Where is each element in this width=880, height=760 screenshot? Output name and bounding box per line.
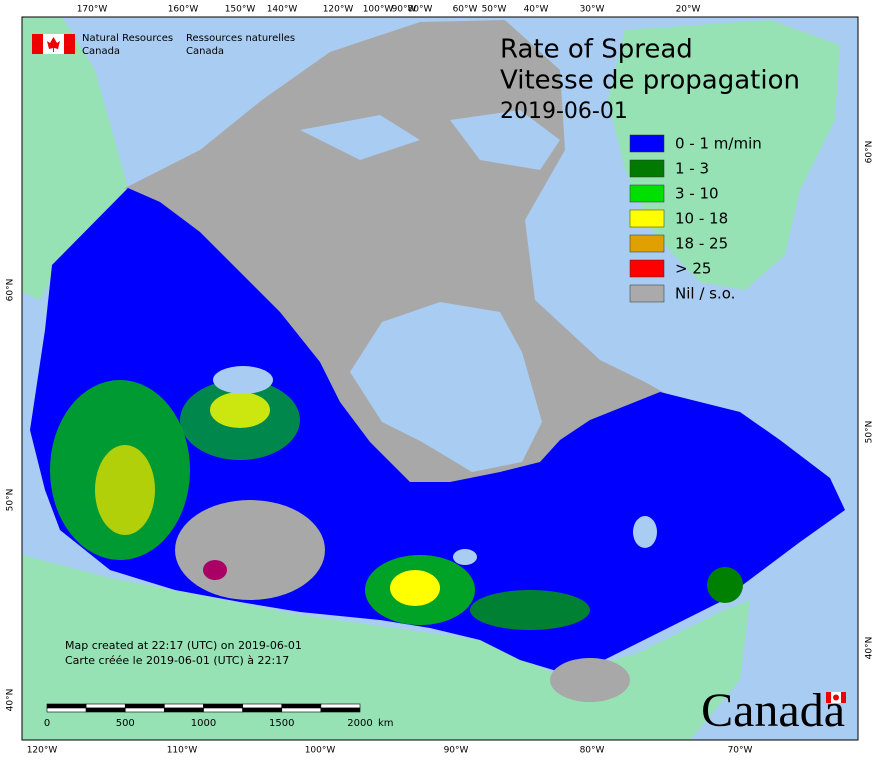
scale-label: 2000 — [347, 718, 372, 729]
graticule-labels: 170°W 160°W 150°W 140°W 120°W 100°W90°W80°W 60… — [6, 5, 875, 756]
legend-label: 1 - 3 — [675, 160, 709, 178]
legend-label: 3 - 10 — [675, 185, 719, 203]
legend-swatch — [629, 159, 665, 178]
greenland — [608, 20, 840, 290]
scale-label: 0 — [44, 718, 50, 729]
scale-segment — [320, 707, 361, 713]
wordmark-flag — [826, 692, 846, 703]
patch — [203, 560, 227, 580]
agency-en: Natural Resources — [82, 33, 173, 44]
title: Vitesse de propagation — [500, 66, 800, 96]
title: Rate of Spread — [500, 35, 693, 65]
legend: 0 - 1 m/min 1 - 3 3 - 10 10 - 18 18 - 25 > 25… — [629, 134, 762, 303]
longitude-label: 80°W — [408, 5, 433, 15]
patch — [707, 567, 743, 603]
longitude-label: 110°W — [167, 746, 198, 756]
longitude-label: 120°W — [323, 5, 354, 15]
note: Map created at 22:17 (UTC) on 2019-06-01 — [65, 639, 302, 652]
scale-segment — [242, 703, 283, 709]
legend-label: 18 - 25 — [675, 235, 728, 253]
latitude-label: 60°N — [6, 279, 16, 302]
legend-swatch — [629, 259, 665, 278]
patch — [550, 658, 630, 702]
legend-swatch — [629, 209, 665, 228]
scale-segment — [46, 703, 87, 709]
scale-unit: km — [378, 718, 394, 729]
channel — [300, 115, 420, 160]
longitude-label: 80°W — [580, 746, 605, 756]
scale-segment — [85, 703, 126, 709]
alaska — [22, 17, 128, 300]
scale-segment — [242, 707, 283, 713]
map-frame — [21, 16, 859, 741]
longitude-label: 60°W — [453, 5, 478, 15]
longitude-label: 160°W — [168, 5, 199, 15]
channel — [450, 110, 560, 170]
latitude-label: 40°N — [6, 689, 16, 712]
longitude-label: 90°W — [392, 5, 417, 15]
scale-label: 1500 — [269, 718, 294, 729]
patch — [95, 445, 155, 535]
longitude-label: 50°W — [482, 5, 507, 15]
longitude-label: 90°W — [444, 746, 469, 756]
patch — [470, 590, 590, 630]
prairie-nil — [175, 500, 325, 600]
wordmark: Canada — [701, 684, 845, 737]
scale-segment — [164, 703, 204, 709]
note: Carte créée le 2019-06-01 (UTC) à 22:17 — [65, 654, 289, 667]
agency-en: Canada — [82, 46, 120, 57]
lake — [633, 516, 657, 548]
scale-label: 500 — [116, 718, 135, 729]
scale-segment — [46, 707, 87, 713]
nrc-flag — [32, 34, 75, 54]
latitude-label: 60°N — [865, 141, 875, 164]
legend-swatch — [629, 134, 665, 153]
map-date: 2019-06-01 — [500, 99, 628, 124]
patch — [210, 392, 270, 428]
scale-segment — [124, 707, 165, 713]
lake — [453, 549, 477, 565]
longitude-label: 20°W — [676, 5, 701, 15]
longitude-label: 150°W — [225, 5, 256, 15]
lake — [213, 366, 273, 394]
longitude-label: 40°W — [524, 5, 549, 15]
legend-label: Nil / s.o. — [675, 285, 735, 303]
longitude-label: 30°W — [580, 5, 605, 15]
hudson-bay — [350, 302, 542, 472]
latitude-label: 40°N — [865, 637, 875, 660]
scale-bar: 0 500 1000 1500 2000 km — [44, 703, 394, 729]
longitude-label: 170°W — [77, 5, 108, 15]
legend-label: 10 - 18 — [675, 210, 728, 228]
scale-segment — [164, 707, 204, 713]
longitude-label: 120°W — [27, 746, 58, 756]
agency-fr: Canada — [186, 46, 224, 57]
longitude-label: 100°W — [305, 746, 336, 756]
legend-swatch — [629, 284, 665, 303]
scale-segment — [203, 707, 243, 713]
longitude-label: 70°W — [728, 746, 753, 756]
legend-swatch — [629, 234, 665, 253]
scale-segment — [320, 703, 361, 709]
scale-segment — [124, 703, 165, 709]
patch — [390, 570, 440, 606]
scale-label: 1000 — [191, 718, 216, 729]
scale-segment — [281, 707, 322, 713]
longitude-label: 140°W — [267, 5, 298, 15]
agency-fr: Ressources naturelles — [186, 33, 295, 44]
scale-segment — [85, 707, 126, 713]
scale-segment — [281, 703, 322, 709]
latitude-label: 50°N — [6, 489, 16, 512]
longitude-label: 100°W — [363, 5, 394, 15]
latitude-label: 50°N — [865, 421, 875, 444]
legend-label: > 25 — [675, 260, 711, 278]
scale-segment — [203, 703, 243, 709]
legend-label: 0 - 1 m/min — [675, 135, 762, 153]
legend-swatch — [629, 184, 665, 203]
